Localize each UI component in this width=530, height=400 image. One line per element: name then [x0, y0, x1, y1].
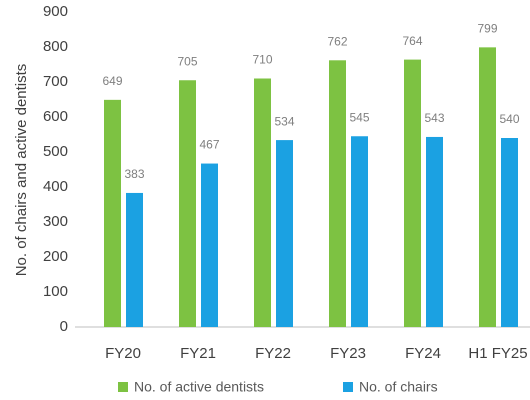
- bar: [276, 140, 293, 327]
- data-label: 799: [477, 22, 497, 36]
- y-tick-label: 200: [43, 248, 68, 265]
- x-tick-label: FY23: [330, 345, 366, 362]
- y-tick-label: 100: [43, 283, 68, 300]
- bar: [501, 138, 518, 327]
- y-tick-label: 600: [43, 108, 68, 125]
- bar: [404, 59, 421, 327]
- x-tick-label: FY20: [105, 345, 141, 362]
- y-axis-label: No. of chairs and active dentists: [13, 64, 30, 277]
- bar: [329, 60, 346, 328]
- y-tick-label: 800: [43, 38, 68, 55]
- data-label: 467: [199, 138, 219, 152]
- data-label: 762: [327, 34, 347, 48]
- legend-label: No. of active dentists: [134, 379, 264, 395]
- bar: [201, 163, 218, 327]
- y-tick-label: 0: [60, 318, 68, 335]
- y-tick-label: 900: [43, 3, 68, 20]
- y-tick-label: 700: [43, 73, 68, 90]
- bar: [126, 192, 143, 327]
- data-label: 764: [402, 34, 422, 48]
- x-tick-label: FY24: [405, 345, 441, 362]
- data-label: 534: [274, 114, 294, 128]
- legend-swatch: [343, 382, 353, 392]
- bar: [254, 78, 271, 327]
- bar: [104, 99, 121, 327]
- bar: [179, 80, 196, 327]
- data-label: 710: [252, 53, 272, 67]
- x-tick-label: FY22: [255, 345, 291, 362]
- x-tick-label: H1 FY25: [468, 345, 527, 362]
- legend-swatch: [118, 382, 128, 392]
- legend-label: No. of chairs: [359, 379, 438, 395]
- data-label: 540: [499, 112, 519, 126]
- data-label: 705: [177, 54, 197, 68]
- bar: [426, 136, 443, 327]
- y-tick-label: 500: [43, 143, 68, 160]
- bar: [351, 136, 368, 327]
- data-label: 649: [102, 74, 122, 88]
- y-tick-label: 300: [43, 213, 68, 230]
- data-label: 383: [124, 167, 144, 181]
- y-tick-label: 400: [43, 178, 68, 195]
- x-tick-label: FY21: [180, 345, 216, 362]
- bar: [479, 47, 496, 327]
- data-label: 545: [349, 110, 369, 124]
- data-label: 543: [424, 111, 444, 125]
